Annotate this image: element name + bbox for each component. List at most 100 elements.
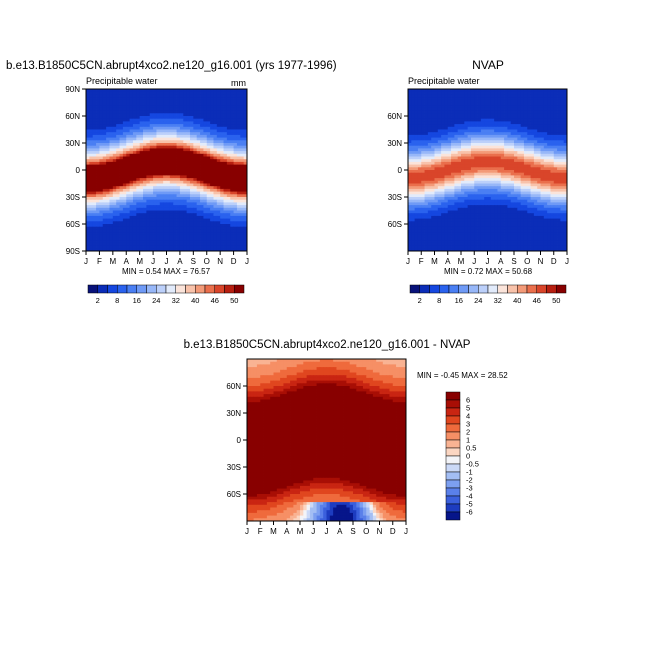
field-cell <box>156 183 161 187</box>
field-cell <box>236 97 241 101</box>
field-cell <box>216 205 221 209</box>
field-cell <box>163 145 167 149</box>
field-cell <box>196 161 201 165</box>
field-cell <box>477 180 482 184</box>
field-cell <box>434 110 439 114</box>
field-cell <box>200 151 204 155</box>
field-cell <box>109 140 114 144</box>
field-cell <box>173 183 177 187</box>
field-cell <box>550 153 555 157</box>
field-cell <box>213 229 218 233</box>
field-cell <box>179 164 184 168</box>
field-cell <box>109 186 114 190</box>
field-cell <box>530 164 535 168</box>
field-cell <box>223 132 228 136</box>
field-cell <box>464 105 469 109</box>
field-cell <box>220 140 224 144</box>
field-cell <box>474 143 478 147</box>
field-cell <box>454 137 459 141</box>
field-cell <box>186 180 191 184</box>
field-cell <box>216 137 221 141</box>
field-cell <box>109 99 114 103</box>
field-cell <box>427 118 432 122</box>
field-cell <box>550 197 555 201</box>
field-cell <box>89 186 94 190</box>
field-cell <box>189 226 194 230</box>
field-cell <box>116 170 120 174</box>
field-cell <box>86 229 90 233</box>
field-cell <box>109 107 114 111</box>
field-cell <box>159 156 164 160</box>
field-cell <box>89 218 94 222</box>
field-cell <box>109 159 114 163</box>
field-cell <box>99 218 104 222</box>
field-cell <box>474 148 478 152</box>
field-cell <box>146 132 151 136</box>
field-cell <box>176 245 181 249</box>
field-cell <box>408 167 412 171</box>
field-cell <box>92 91 97 95</box>
field-cell <box>480 156 485 160</box>
field-cell <box>543 164 548 168</box>
field-cell <box>417 167 422 171</box>
field-cell <box>99 207 104 211</box>
field-cell <box>139 110 144 114</box>
field-cell <box>414 199 419 203</box>
field-cell <box>189 116 194 120</box>
field-cell <box>179 161 184 165</box>
field-cell <box>434 153 439 157</box>
field-cell <box>189 248 194 251</box>
field-cell <box>560 180 565 184</box>
field-cell <box>537 99 541 103</box>
field-cell <box>517 164 522 168</box>
field-cell <box>500 194 505 198</box>
field-cell <box>233 240 238 244</box>
field-cell <box>417 145 422 149</box>
field-cell <box>497 202 502 206</box>
field-cell <box>96 140 100 144</box>
field-cell <box>477 102 482 106</box>
field-cell <box>510 116 515 120</box>
field-cell <box>112 91 117 95</box>
field-cell <box>236 124 241 128</box>
field-cell <box>464 170 469 174</box>
field-cell <box>461 113 465 117</box>
field-cell <box>176 215 181 219</box>
field-cell <box>470 110 475 114</box>
field-cell <box>132 113 137 117</box>
field-cell <box>226 240 231 244</box>
field-cell <box>563 188 567 192</box>
field-cell <box>557 143 561 147</box>
field-cell <box>434 140 439 144</box>
field-cell <box>146 129 151 133</box>
field-cell <box>176 237 181 241</box>
field-cell <box>143 105 147 109</box>
field-cell <box>159 145 164 149</box>
field-cell <box>240 234 245 238</box>
field-cell <box>122 161 127 165</box>
field-cell <box>153 215 157 219</box>
field-cell <box>159 164 164 168</box>
field-cell <box>461 167 465 171</box>
field-cell <box>424 151 429 155</box>
field-cell <box>543 121 548 125</box>
field-cell <box>223 164 228 168</box>
field-cell <box>210 202 214 206</box>
field-cell <box>136 156 141 160</box>
field-cell <box>159 105 164 109</box>
field-cell <box>203 118 208 122</box>
field-cell <box>514 188 518 192</box>
field-cell <box>220 116 224 120</box>
field-cell <box>132 199 137 203</box>
field-cell <box>99 213 104 217</box>
field-cell <box>89 105 94 109</box>
field-cell <box>510 145 515 149</box>
field-cell <box>206 191 211 195</box>
field-cell <box>240 221 245 225</box>
field-cell <box>477 170 482 174</box>
field-cell <box>504 197 508 201</box>
field-cell <box>173 221 177 225</box>
field-cell <box>223 194 228 198</box>
field-cell <box>457 121 462 125</box>
field-cell <box>480 140 485 144</box>
